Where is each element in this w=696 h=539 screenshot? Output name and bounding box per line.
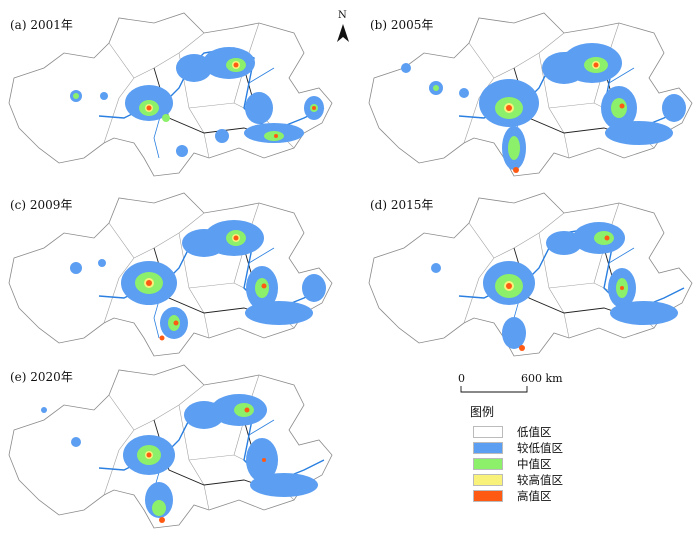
- map-2001: [8, 12, 333, 177]
- legend-label: 较高值区: [517, 473, 563, 487]
- legend-item-medium: 中值区: [473, 457, 613, 471]
- map-panel-2020: (e) 2020年: [4, 360, 334, 530]
- legend-item-higher: 较高值区: [473, 473, 613, 487]
- map-2020: [8, 364, 333, 529]
- legend-swatch: [473, 442, 503, 454]
- panel-label: (b) 2005年: [370, 18, 434, 32]
- panel-label: (e) 2020年: [10, 370, 73, 384]
- legend-label: 中值区: [517, 457, 552, 471]
- north-arrow: N: [333, 10, 353, 44]
- map-panel-2001: (a) 2001年: [4, 8, 334, 178]
- hotspots-2009: [70, 220, 326, 341]
- panel-label: (d) 2015年: [370, 198, 434, 212]
- legend-label: 较低值区: [517, 441, 563, 455]
- hotspots-2001: [70, 47, 324, 157]
- hotspots-2020: [41, 394, 318, 523]
- legend-swatch: [473, 474, 503, 486]
- scale-end: 600 km: [521, 372, 563, 385]
- hotspots-2005: [401, 43, 686, 173]
- scale-bar: 0 600 km: [455, 372, 575, 402]
- north-arrow-icon: [337, 24, 349, 42]
- map-2015: [368, 192, 693, 357]
- scale-line: [460, 386, 528, 393]
- legend-swatch: [473, 458, 503, 470]
- legend-item-low: 低值区: [473, 425, 613, 439]
- north-letter: N: [338, 10, 347, 21]
- legend-item-lower: 较低值区: [473, 441, 613, 455]
- map-2009: [8, 192, 333, 357]
- map-panel-2005: (b) 2005年: [364, 8, 694, 178]
- legend-label: 高值区: [517, 489, 552, 503]
- map-panel-2015: (d) 2015年: [364, 188, 694, 358]
- legend-swatch: [473, 490, 503, 502]
- panel-label: (c) 2009年: [10, 198, 73, 212]
- legend: 图例 低值区 较低值区 中值区 较高值区 高值区: [465, 403, 615, 523]
- hotspots-2015: [431, 222, 678, 351]
- legend-title: 图例: [470, 405, 495, 419]
- map-2005: [368, 12, 693, 177]
- panel-label: (a) 2001年: [10, 18, 73, 32]
- legend-swatch: [473, 426, 503, 438]
- map-panel-2009: (c) 2009年: [4, 188, 334, 358]
- legend-label: 低值区: [517, 425, 552, 439]
- scale-start: 0: [458, 372, 465, 385]
- legend-item-high: 高值区: [473, 489, 613, 503]
